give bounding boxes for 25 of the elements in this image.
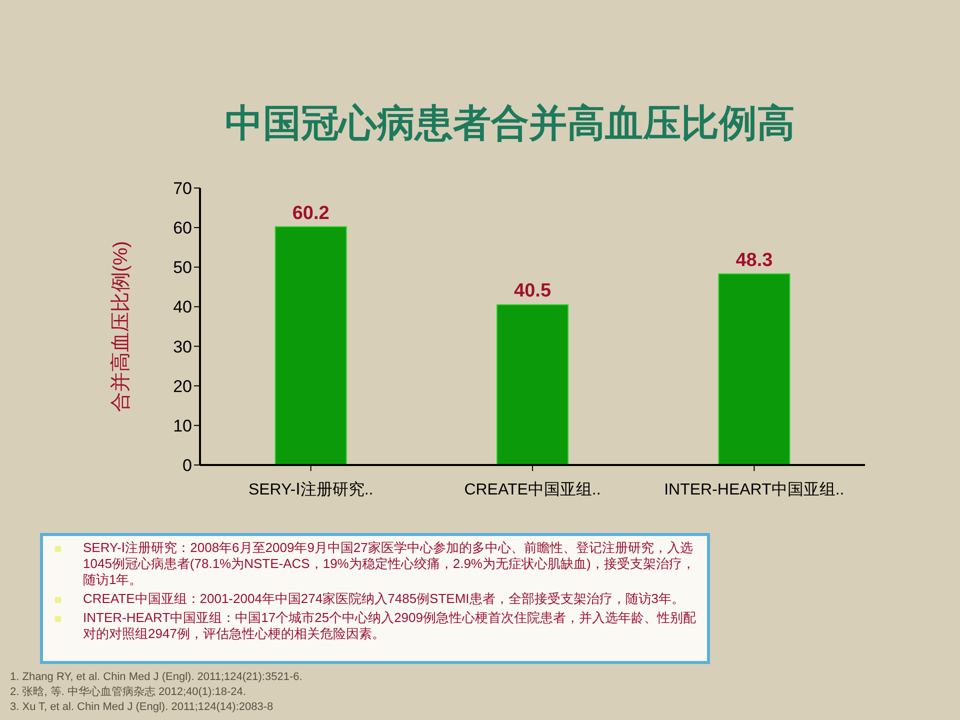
x-tick-label: SERY-Ⅰ注册研究..	[248, 480, 374, 498]
bar	[496, 304, 569, 465]
text: SERY-Ⅰ注册研究：2008年6月至2009年9月中国27家医学中心参加的多中心、前瞻性、登记注册研究，入选1045例冠心病患者(78.1%为NSTE-ACS，19%为稳定性心绞痛，2.9%为无症状心肌缺血)，接受支架治疗，随访1年。	[83, 540, 696, 588]
y-axis-title: 合并高血压比例(%)	[109, 240, 132, 412]
x-tick-label: CREATE中国亚组..	[464, 480, 601, 498]
y-tick-label: 30	[173, 337, 192, 356]
y-tick-label: 0	[182, 456, 192, 476]
y-tick-label: 40	[173, 298, 192, 317]
y-tick-label: 70	[173, 179, 192, 198]
text: CREATE中国亚组：2001-2004年中国274家医院纳入7485例STEMI患者，全部接受支架治疗，随访3年。	[83, 591, 684, 607]
bar	[718, 273, 790, 465]
chart-title: 中国冠心病患者合并高血压比例高	[224, 102, 796, 147]
bar	[274, 226, 347, 465]
y-tick-label: 60	[173, 218, 192, 238]
y-tick-label: 20	[173, 376, 192, 396]
data-label: 60.2	[292, 202, 330, 224]
x-tick-label: INTER-HEART中国亚组..	[664, 480, 844, 498]
text: 3. Xu T, et al. Chin Med J (Engl). 2011;124(14):2083-8	[10, 700, 274, 715]
text: INTER-HEART中国亚组：中国17个城市25个中心纳入2909例急性心梗首次住院患者，并入选年龄、性别配对的对照组2947例，评估急性心梗的相关危险因素。	[83, 610, 697, 642]
data-label: 48.3	[736, 250, 773, 271]
y-tick-label: 50	[173, 258, 192, 278]
data-label: 40.5	[514, 280, 552, 302]
text: 1. Zhang RY, et al. Chin Med J (Engl). 2011;124(21):3521-6.	[10, 670, 302, 685]
text: 2. 张晗, 等. 中华心血管病杂志 2012;40(1):18-24.	[10, 685, 247, 700]
y-tick-label: 10	[173, 416, 192, 436]
